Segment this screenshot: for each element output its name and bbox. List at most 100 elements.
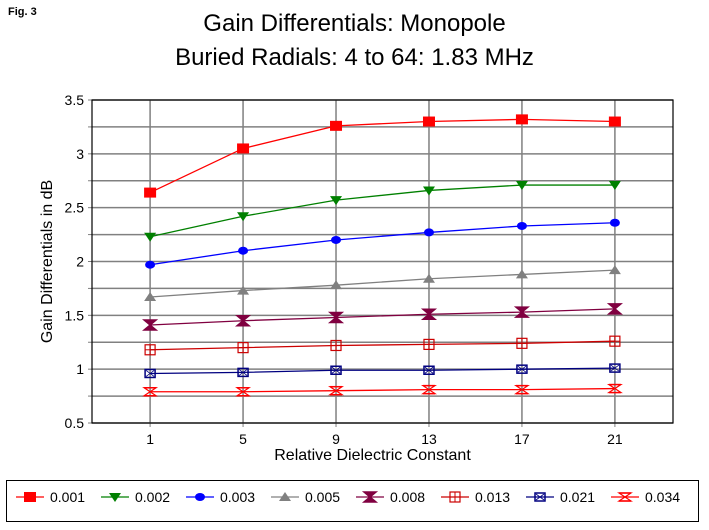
marker-shape (515, 114, 528, 125)
marker-shape (238, 246, 249, 255)
data-point (609, 363, 621, 373)
legend-entry: 0.008 (356, 489, 425, 505)
data-point (144, 187, 157, 198)
marker-shape (422, 186, 435, 196)
marker-shape (144, 232, 157, 242)
marker-shape (610, 364, 620, 372)
data-point (515, 181, 528, 191)
y-tick-label: 1.5 (65, 307, 85, 323)
data-point (331, 235, 342, 244)
legend-marker (534, 492, 546, 502)
data-point (513, 306, 531, 318)
legend-marker (361, 491, 379, 503)
data-point (422, 273, 435, 283)
series-0.001 (144, 114, 621, 198)
data-point (422, 116, 435, 127)
y-tick-label: 0.5 (65, 415, 85, 431)
data-point (330, 365, 342, 375)
data-point (515, 269, 528, 279)
data-point (144, 368, 156, 379)
data-point (420, 384, 437, 395)
data-point (235, 387, 252, 397)
legend-box (6, 480, 699, 522)
series-line (150, 308, 615, 326)
data-point (145, 260, 156, 269)
legend-marker (279, 492, 291, 501)
legend-marker (195, 493, 205, 501)
marker-shape (420, 308, 438, 321)
data-point (606, 383, 623, 394)
marker-shape (327, 311, 345, 324)
data-point (330, 196, 343, 206)
marker-shape (361, 491, 379, 503)
marker-shape (517, 365, 527, 373)
y-tick-label: 2 (76, 254, 84, 270)
data-point (144, 344, 156, 356)
legend-label: 0.003 (220, 489, 255, 505)
marker-shape (535, 493, 545, 501)
legend-marker (449, 491, 461, 503)
marker-shape (238, 369, 248, 376)
marker-shape (422, 116, 435, 127)
x-tick-label: 13 (421, 431, 437, 447)
marker-shape (516, 221, 527, 230)
series-line (150, 387, 615, 393)
data-point (515, 114, 528, 125)
series-line (150, 222, 615, 266)
data-point (234, 314, 252, 327)
marker-shape (237, 143, 250, 154)
marker-shape (608, 181, 621, 191)
data-point (238, 246, 249, 255)
series-line (150, 269, 615, 298)
y-axis-label: Gain Differentials in dB (39, 180, 56, 343)
series-line (150, 340, 615, 351)
legend-marker (109, 493, 121, 502)
marker-shape (144, 187, 157, 198)
chart-subtitle: Buried Radials: 4 to 64: 1.83 MHz (175, 44, 534, 71)
marker-shape (422, 273, 435, 283)
legend-entry: 0.034 (611, 489, 680, 505)
x-tick-label: 1 (146, 431, 154, 447)
data-point (516, 364, 528, 374)
y-tick-label: 1 (76, 361, 84, 377)
marker-shape (608, 265, 621, 275)
data-point (608, 181, 621, 191)
chart-title: Gain Differentials: Monopole (203, 10, 506, 37)
marker-shape (145, 370, 155, 377)
marker-shape (330, 365, 342, 375)
data-point (237, 285, 250, 295)
marker-shape (142, 319, 159, 331)
legend-entry: 0.021 (526, 489, 595, 505)
data-point (237, 342, 249, 354)
legend-label: 0.008 (390, 489, 425, 505)
data-point (516, 337, 528, 349)
series-line (150, 367, 615, 375)
marker-shape (330, 280, 343, 290)
data-point (327, 311, 345, 324)
marker-shape (609, 363, 621, 373)
legend-label: 0.013 (475, 489, 510, 505)
series-0.008 (142, 303, 623, 331)
data-point (330, 339, 342, 352)
x-axis-label: Relative Dielectric Constant (274, 447, 471, 464)
series-0.013 (144, 335, 621, 356)
data-point (608, 116, 621, 127)
marker-shape (423, 228, 434, 237)
series-0.002 (144, 181, 621, 242)
data-point (423, 338, 435, 351)
marker-shape (515, 269, 528, 279)
marker-shape (24, 492, 36, 502)
series-line (149, 118, 615, 194)
legend-entry: 0.003 (186, 489, 255, 505)
marker-shape (424, 366, 434, 374)
marker-shape (534, 492, 546, 502)
legend-marker (24, 492, 36, 502)
marker-shape (237, 367, 249, 378)
marker-shape (331, 366, 341, 374)
marker-shape (144, 292, 157, 302)
marker-shape (145, 260, 156, 269)
legend-label: 0.021 (560, 489, 595, 505)
legend-entry: 0.002 (101, 489, 170, 505)
data-point (606, 303, 623, 315)
x-tick-label: 9 (332, 431, 340, 447)
